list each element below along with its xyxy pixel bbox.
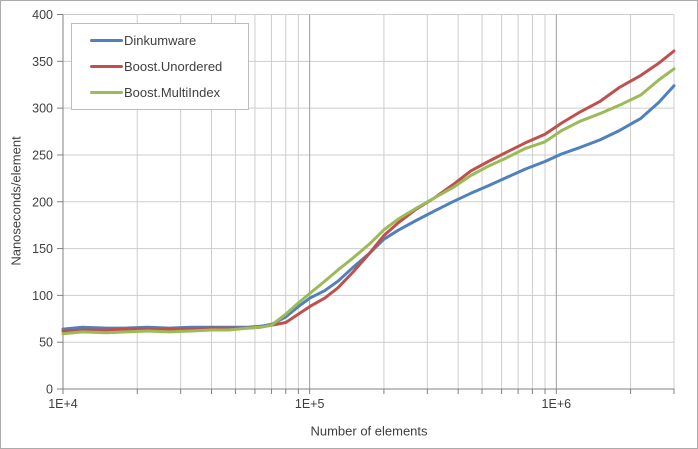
legend-label: Boost.Unordered xyxy=(124,58,223,74)
y-tick-label: 250 xyxy=(32,148,53,162)
x-axis-title: Number of elements xyxy=(310,423,428,439)
y-tick-label: 100 xyxy=(32,289,53,303)
x-tick-label: 1E+5 xyxy=(295,397,325,411)
legend-label: Boost.MultiIndex xyxy=(124,84,221,100)
y-tick-label: 350 xyxy=(32,55,53,69)
legend-label: Dinkumware xyxy=(124,33,197,49)
series-line-boost-unordered xyxy=(61,49,676,333)
dinkumware-line-swatch-icon xyxy=(90,39,123,43)
legend: Dinkumware Boost.Unordered Boost.MultiIn… xyxy=(71,23,249,110)
boost-unordered-line-swatch-icon xyxy=(90,64,123,68)
y-tick-label: 0 xyxy=(46,383,53,397)
tick-labels: 0 50 100 150 200 250 300 350 400 1E+4 1E+5 1E+6 xyxy=(32,8,571,411)
y-axis-title: Nanoseconds/element xyxy=(8,136,24,266)
y-tick-label: 50 xyxy=(39,336,53,350)
series-lines xyxy=(61,49,676,336)
axes xyxy=(57,14,675,394)
y-tick-label: 150 xyxy=(32,242,53,256)
boost-multiindex-line-swatch-icon xyxy=(90,90,123,94)
y-tick-label: 300 xyxy=(32,102,53,116)
legend-item-boost-unordered: Boost.Unordered xyxy=(72,55,248,77)
x-tick-label: 1E+4 xyxy=(48,397,78,411)
legend-item-boost-multiindex: Boost.MultiIndex xyxy=(72,81,248,103)
x-tick-label: 1E+6 xyxy=(542,397,572,411)
series-line-boost-multiindex xyxy=(61,67,676,336)
legend-item-dinkumware: Dinkumware xyxy=(72,30,248,52)
series-line-dinkumware xyxy=(61,84,676,331)
y-tick-label: 200 xyxy=(32,195,53,209)
y-tick-label: 400 xyxy=(32,8,53,22)
